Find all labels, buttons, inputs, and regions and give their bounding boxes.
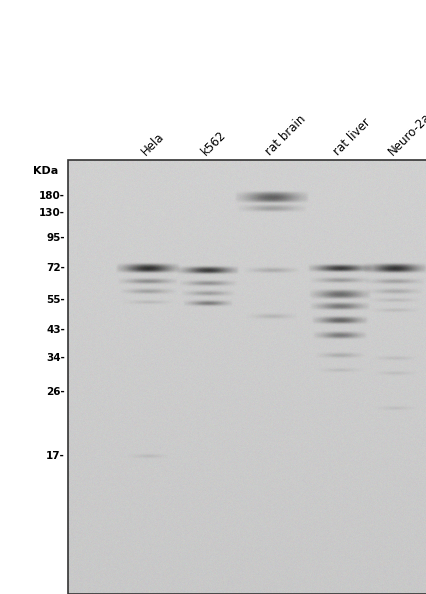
- Text: 130-: 130-: [39, 208, 65, 218]
- Text: k562: k562: [199, 128, 228, 158]
- Text: Hela: Hela: [138, 130, 167, 158]
- Text: 95-: 95-: [46, 233, 65, 243]
- Text: 55-: 55-: [46, 295, 65, 305]
- Text: rat liver: rat liver: [330, 116, 372, 158]
- Text: rat brain: rat brain: [262, 112, 308, 158]
- Text: 72-: 72-: [46, 263, 65, 273]
- Text: 26-: 26-: [46, 387, 65, 397]
- Text: KDa: KDa: [33, 166, 58, 176]
- Bar: [68, 160, 426, 594]
- Text: 17-: 17-: [46, 451, 65, 461]
- Text: Neuro-2a: Neuro-2a: [385, 110, 426, 158]
- Text: 43-: 43-: [46, 325, 65, 335]
- Text: 180-: 180-: [39, 191, 65, 201]
- Text: 34-: 34-: [46, 353, 65, 363]
